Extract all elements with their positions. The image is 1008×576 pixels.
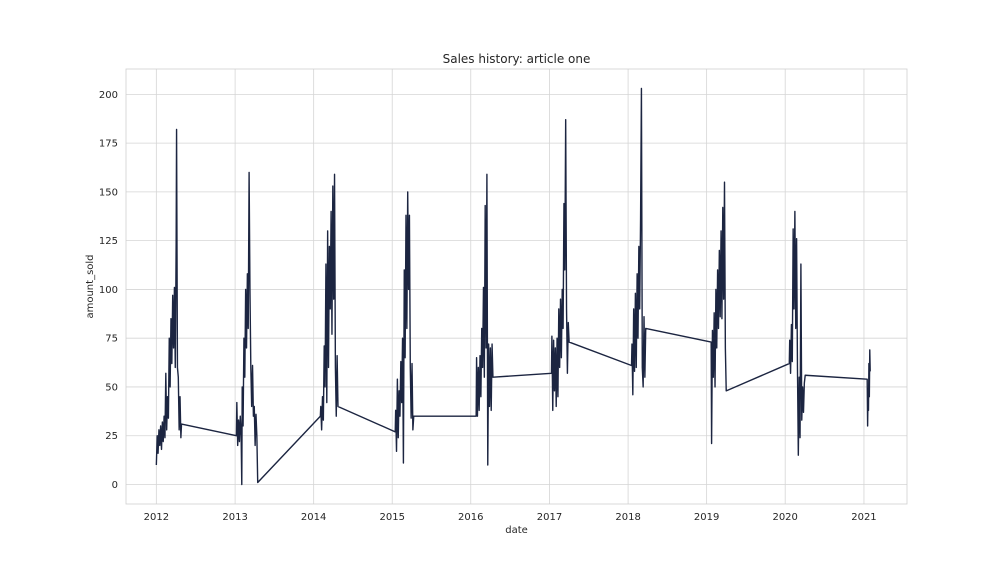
x-tick-label: 2018: [615, 512, 640, 523]
y-tick-label: 125: [99, 236, 118, 247]
plot-frame: [125, 68, 908, 505]
y-tick-label: 100: [99, 285, 118, 296]
y-tick-label: 150: [99, 187, 118, 198]
y-tick-label: 50: [105, 382, 118, 393]
x-tick-label: 2012: [144, 512, 169, 523]
series-line: [155, 87, 871, 486]
y-tick-label: 25: [105, 431, 118, 442]
tick-labels: 2012 2013 2014 2015 2016 2017 2018 2019 2020 2021…: [99, 90, 877, 523]
x-tick-label: 2017: [537, 512, 562, 523]
x-tick-label: 2021: [851, 512, 876, 523]
x-axis-label: date: [505, 525, 528, 536]
y-tick-label: 0: [112, 480, 118, 491]
y-tick-label: 75: [105, 334, 118, 345]
x-tick-label: 2013: [222, 512, 247, 523]
x-tick-label: 2019: [694, 512, 719, 523]
x-tick-label: 2015: [379, 512, 404, 523]
y-tick-label: 200: [99, 90, 118, 101]
x-tick-label: 2016: [458, 512, 483, 523]
gridlines: [126, 69, 907, 504]
y-axis-label: amount_sold: [85, 254, 96, 318]
chart-title: Sales history: article one: [443, 52, 591, 66]
x-tick-label: 2020: [772, 512, 797, 523]
y-tick-label: 175: [99, 139, 118, 150]
x-tick-label: 2014: [301, 512, 326, 523]
